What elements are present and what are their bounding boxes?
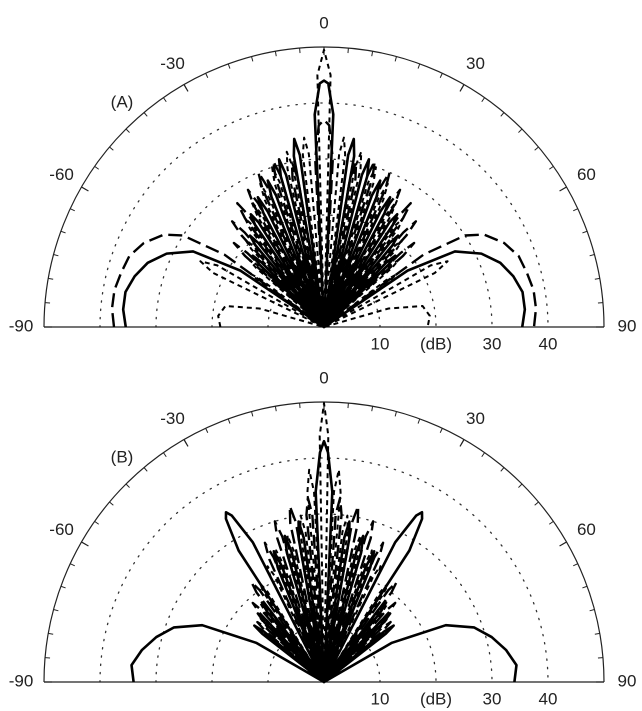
panel-label: (A) [111,92,134,111]
minor-tick [582,585,588,589]
minor-tick [53,609,59,612]
minor-tick [60,585,66,589]
theta-tick-label: 0 [319,368,328,387]
theta-tick [183,84,189,92]
pattern-line [110,118,538,329]
minor-tick [481,97,486,103]
theta-tick [183,439,189,447]
theta-tick [81,541,89,547]
minor-tick [162,97,167,103]
outer-circle [43,46,605,328]
minor-tick [439,73,443,78]
minor-tick [162,452,167,458]
minor-tick [109,146,114,151]
minor-tick [548,520,554,525]
minor-tick [500,112,505,117]
minor-tick [394,411,397,417]
minor-tick [227,418,231,424]
minor-tick [109,501,114,506]
minor-tick [251,56,254,62]
panel-label: (B) [111,447,134,466]
minor-tick [60,230,66,234]
minor-tick [573,208,578,212]
minor-tick [594,277,600,280]
grid-circle [211,214,437,328]
minor-tick [573,563,578,567]
theta-tick [81,186,89,192]
minor-tick [371,51,374,57]
minor-tick [417,418,421,424]
r-tick-label: 40 [539,334,558,353]
minor-tick [205,73,209,78]
theta-tick-label: -60 [49,520,74,539]
theta-tick-label: 60 [577,165,596,184]
grid-circle [99,457,549,683]
minor-tick [205,428,209,433]
pattern-line [258,402,390,683]
theta-tick-label: -30 [160,409,185,428]
minor-tick [518,128,523,133]
minor-tick [439,428,443,433]
minor-tick [371,406,374,412]
theta-tick-label: 90 [618,671,637,690]
minor-tick [589,254,595,257]
minor-tick [594,632,600,635]
grid-circle [267,625,381,683]
minor-tick [143,112,148,117]
minor-tick [548,165,554,170]
theta-tick-label: 30 [466,54,485,73]
theta-tick [559,541,567,547]
theta-tick-label: 60 [577,520,596,539]
minor-tick [53,254,59,257]
minor-tick [70,563,75,567]
theta-tick-label: 30 [466,409,485,428]
minor-tick [125,483,130,488]
minor-tick [274,51,277,57]
theta-tick-label: -90 [9,671,34,690]
theta-tick-label: 0 [319,13,328,32]
r-tick-label: 10 [371,689,390,708]
theta-tick [459,439,465,447]
r-tick-label: (dB) [420,689,452,708]
minor-tick [70,208,75,212]
minor-tick [227,63,231,69]
minor-tick [48,632,54,635]
minor-tick [518,483,523,488]
minor-tick [143,467,148,472]
theta-tick-label: -90 [9,316,34,335]
minor-tick [394,56,397,62]
theta-tick-label: 90 [618,316,637,335]
minor-tick [534,501,539,506]
minor-tick [251,411,254,417]
minor-tick [274,406,277,412]
grid-circle [99,102,549,328]
theta-tick-label: -30 [160,54,185,73]
theta-tick [559,186,567,192]
r-tick-label: 10 [371,334,390,353]
minor-tick [589,609,595,612]
minor-tick [534,146,539,151]
r-tick-label: 40 [539,689,558,708]
minor-tick [417,63,421,69]
theta-tick-label: -60 [49,165,74,184]
pattern-line [199,48,449,328]
minor-tick [481,452,486,458]
theta-tick [459,84,465,92]
minor-tick [94,520,100,525]
minor-tick [500,467,505,472]
r-tick-label: (dB) [420,334,452,353]
minor-tick [48,277,54,280]
minor-tick [125,128,130,133]
r-tick-label: 30 [483,689,502,708]
minor-tick [94,165,100,170]
r-tick-label: 30 [483,334,502,353]
minor-tick [582,230,588,234]
